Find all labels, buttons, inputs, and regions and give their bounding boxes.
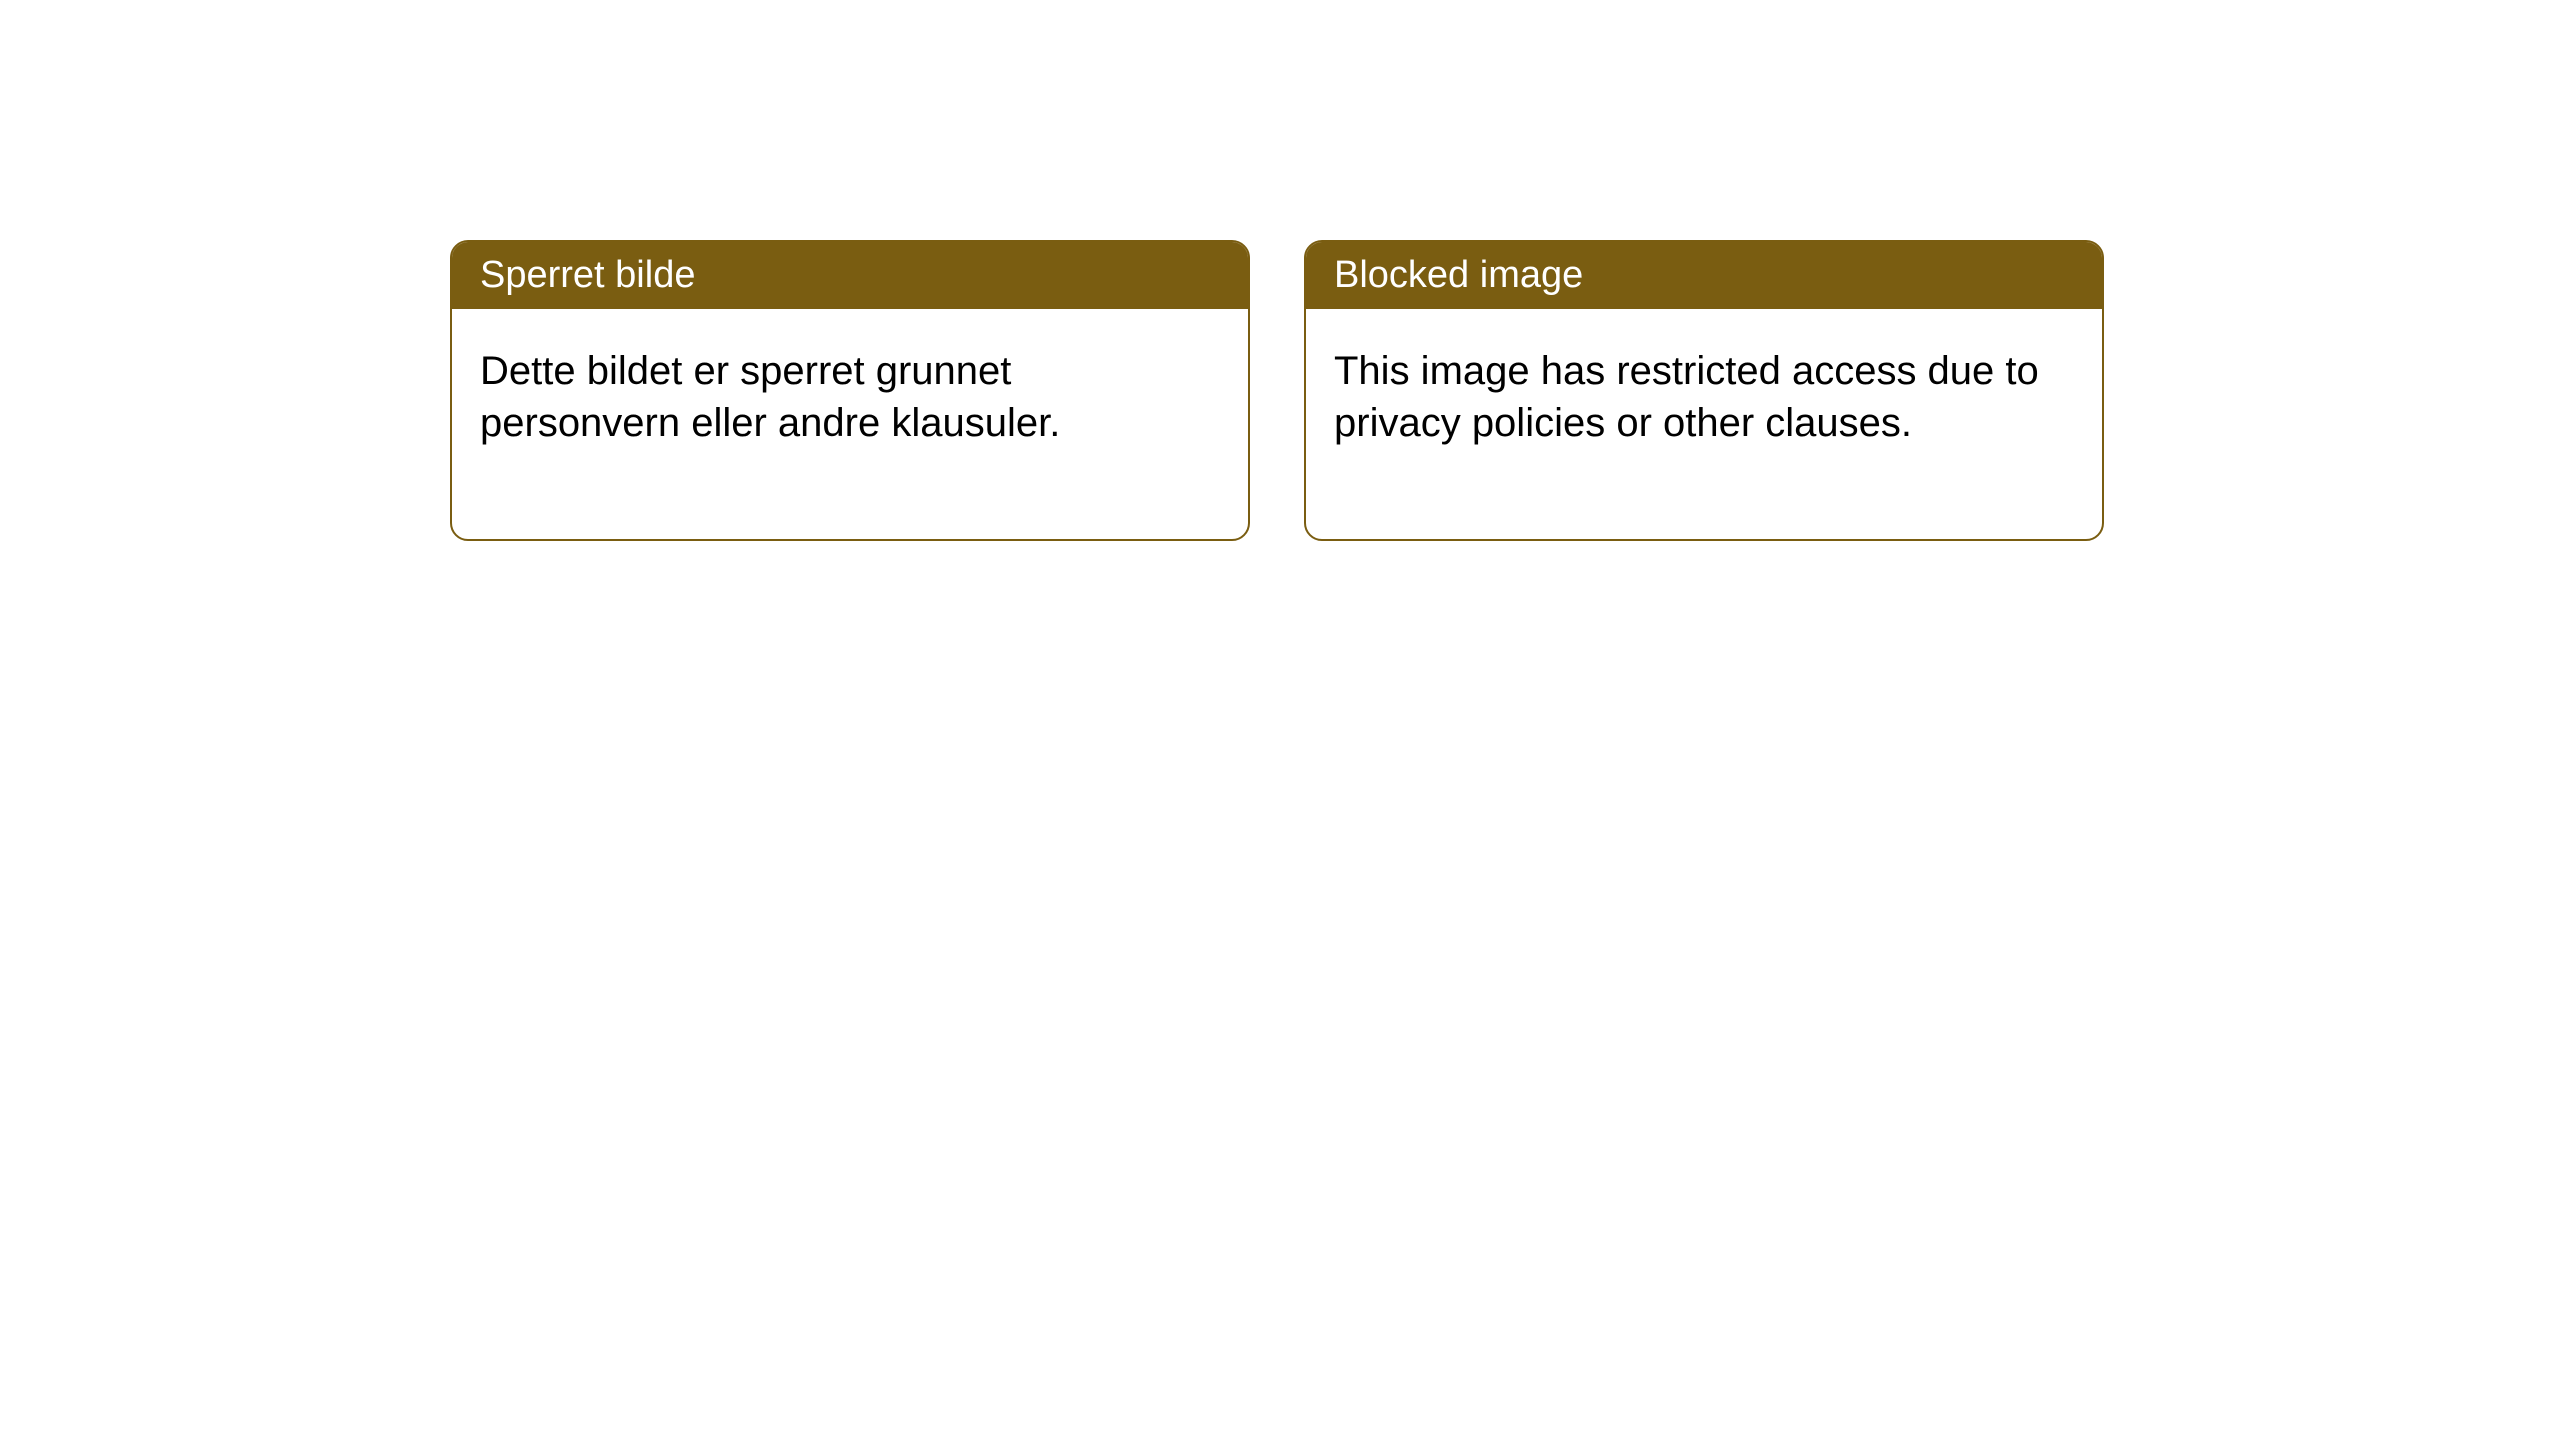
card-body-text: Dette bildet er sperret grunnet personve… <box>480 349 1060 445</box>
card-body: Dette bildet er sperret grunnet personve… <box>452 309 1248 539</box>
notice-card-english: Blocked image This image has restricted … <box>1304 240 2104 541</box>
notice-cards-container: Sperret bilde Dette bildet er sperret gr… <box>450 240 2104 541</box>
card-header: Blocked image <box>1306 242 2102 309</box>
card-body: This image has restricted access due to … <box>1306 309 2102 539</box>
card-body-text: This image has restricted access due to … <box>1334 349 2039 445</box>
notice-card-norwegian: Sperret bilde Dette bildet er sperret gr… <box>450 240 1250 541</box>
card-header: Sperret bilde <box>452 242 1248 309</box>
card-title: Sperret bilde <box>480 254 695 296</box>
card-title: Blocked image <box>1334 254 1583 296</box>
